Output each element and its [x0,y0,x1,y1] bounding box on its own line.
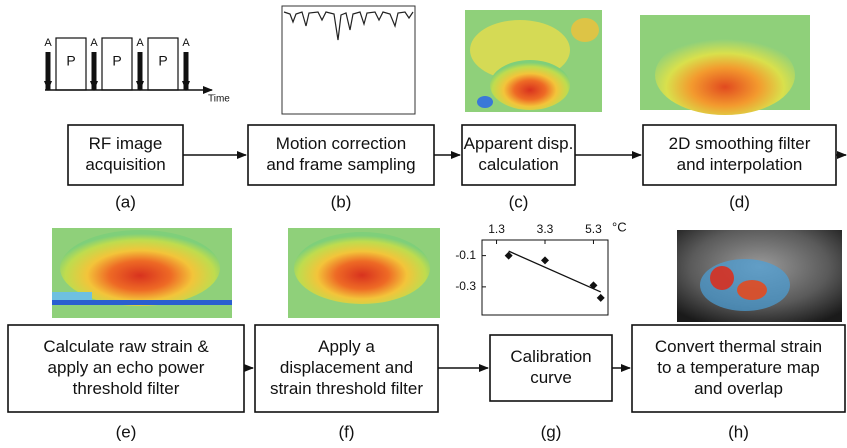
step-text: displacement and [280,358,413,377]
x-unit: °C [612,219,627,234]
step-text: calculation [478,155,558,174]
step-text: acquisition [85,155,165,174]
raw-strain-map [52,228,232,318]
step-label: (b) [331,192,352,211]
x-tick-label: 3.3 [537,222,554,236]
step-text: RF image [89,134,163,153]
step-text: Apparent disp. [464,134,574,153]
step-text: Apply a [318,337,375,356]
temperature-overlay [677,230,842,322]
step-text: apply an echo power [48,358,205,377]
step-text: and frame sampling [266,155,415,174]
step-text: Calibration [510,347,591,366]
step-text: to a temperature map [657,358,820,377]
smoothed-map [640,15,810,115]
step-label: (f) [338,422,354,441]
pulse-label: A [44,37,52,49]
step-text: threshold filter [73,379,180,398]
step-text: strain threshold filter [270,379,423,398]
step-label: (a) [115,192,136,211]
y-tick-label: -0.1 [455,248,476,262]
step-text: 2D smoothing filter [669,134,811,153]
pulse-label: A [182,37,190,49]
filtered-strain-map [288,228,440,318]
y-tick-label: -0.3 [455,279,476,293]
plot-frame [482,240,608,315]
step-text: Convert thermal strain [655,337,822,356]
step-label: (c) [509,192,529,211]
time-label: Time [208,94,230,105]
step-text: and overlap [694,379,783,398]
step-text: and interpolation [677,155,803,174]
pulse-label: A [136,37,144,49]
pulse-label: P [158,53,167,69]
step-label: (h) [728,422,749,441]
pipeline-diagram: A P A P A P A Time RF image acquisition (a) Motion … [0,0,847,448]
step-label: (e) [116,422,137,441]
step-text: Calculate raw strain & [43,337,209,356]
step-text: Motion correction [276,134,406,153]
pulse-label: P [112,53,121,69]
x-tick-label: 1.3 [488,222,505,236]
displacement-map [465,10,602,112]
pulse-label: P [66,53,75,69]
pulse-label: A [90,37,98,49]
x-tick-label: 5.3 [585,222,602,236]
signal-plot [282,6,415,114]
step-label: (d) [729,192,750,211]
step-text: curve [530,368,572,387]
step-label: (g) [541,422,562,441]
